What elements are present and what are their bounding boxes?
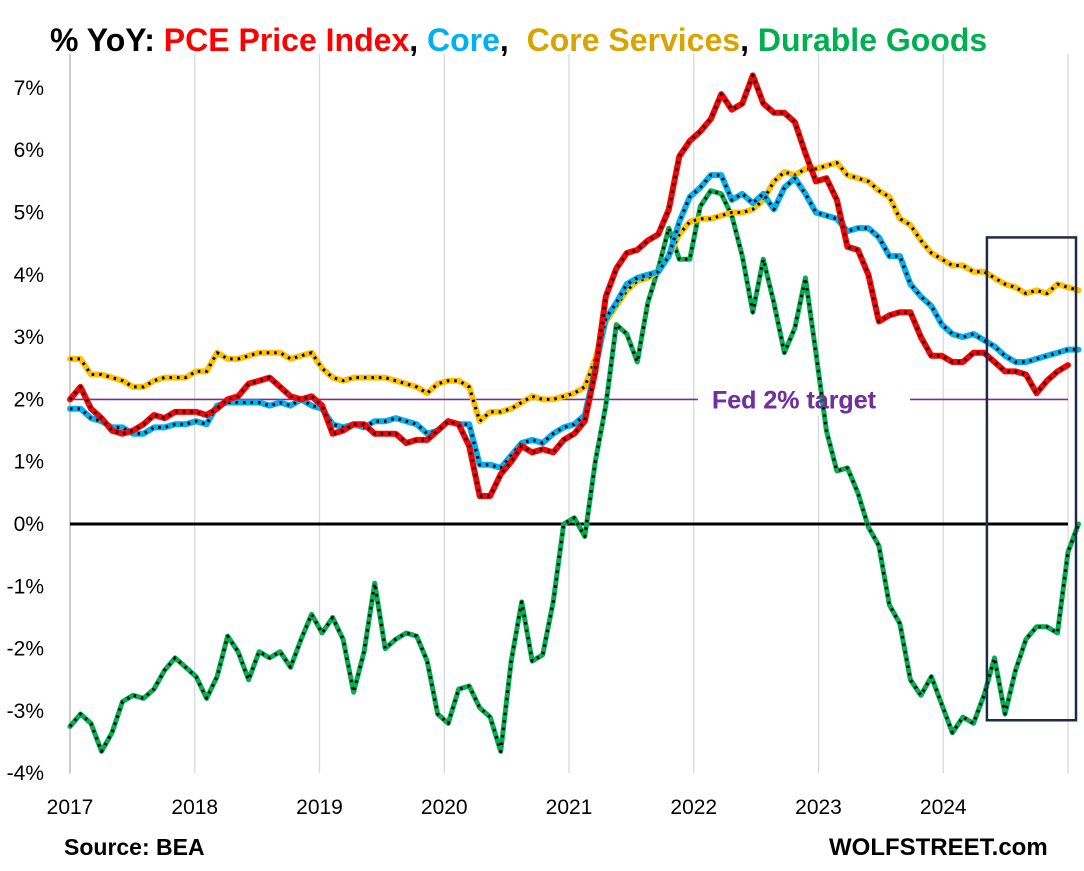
- series-line-durable: [67, 188, 1081, 754]
- x-tick-label: 2020: [421, 796, 468, 819]
- y-tick-label: 4%: [14, 264, 44, 287]
- y-tick-label: 3%: [14, 326, 44, 349]
- series-line-services: [67, 159, 1082, 425]
- y-tick-label: -2%: [7, 638, 44, 661]
- target-label-front: Fed 2% target: [712, 386, 877, 414]
- y-tick-label: 5%: [14, 202, 44, 225]
- source-note: Source: BEA: [64, 834, 205, 860]
- title-sep-1: ,: [409, 22, 428, 58]
- x-tick-label: 2019: [296, 796, 343, 819]
- x-tick-label: 2022: [670, 796, 717, 819]
- title-durable: Durable Goods: [757, 22, 988, 58]
- x-tick-label: 2021: [546, 796, 593, 819]
- y-tick-label: -4%: [7, 762, 44, 785]
- x-tick-label: 2017: [47, 796, 94, 819]
- x-tick-label: 2024: [920, 796, 967, 819]
- y-tick-label: 6%: [14, 139, 44, 162]
- title-sep-2: ,: [499, 22, 527, 58]
- chart-title: % YoY: PCE Price Index, Core, Core Servi…: [50, 22, 987, 59]
- series-dots-core: [70, 173, 1079, 470]
- title-sep-3: ,: [740, 22, 758, 58]
- title-services: Core Services: [526, 22, 741, 58]
- y-tick-label: -3%: [7, 700, 44, 723]
- title-prefix: % YoY:: [50, 22, 164, 58]
- brand-label: WOLFSTREET.com: [829, 834, 1048, 861]
- series-dots-durable: [68, 189, 1080, 753]
- x-tick-label: 2023: [795, 796, 842, 819]
- y-tick-label: 0%: [14, 513, 44, 536]
- x-tick-label: 2018: [171, 796, 218, 819]
- y-tick-label: 2%: [14, 388, 44, 411]
- y-tick-label: 7%: [14, 77, 44, 100]
- highlight-box: [985, 236, 1078, 722]
- y-tick-label: -1%: [7, 575, 44, 598]
- series-line-pce: [67, 72, 1071, 499]
- title-core: Core: [427, 22, 500, 58]
- target-label: Fed 2% target: [712, 386, 877, 414]
- target-label-bg: [698, 381, 910, 416]
- series-dots-services: [70, 161, 1079, 423]
- title-pce: PCE Price Index: [163, 22, 410, 58]
- y-tick-label: 1%: [14, 451, 44, 474]
